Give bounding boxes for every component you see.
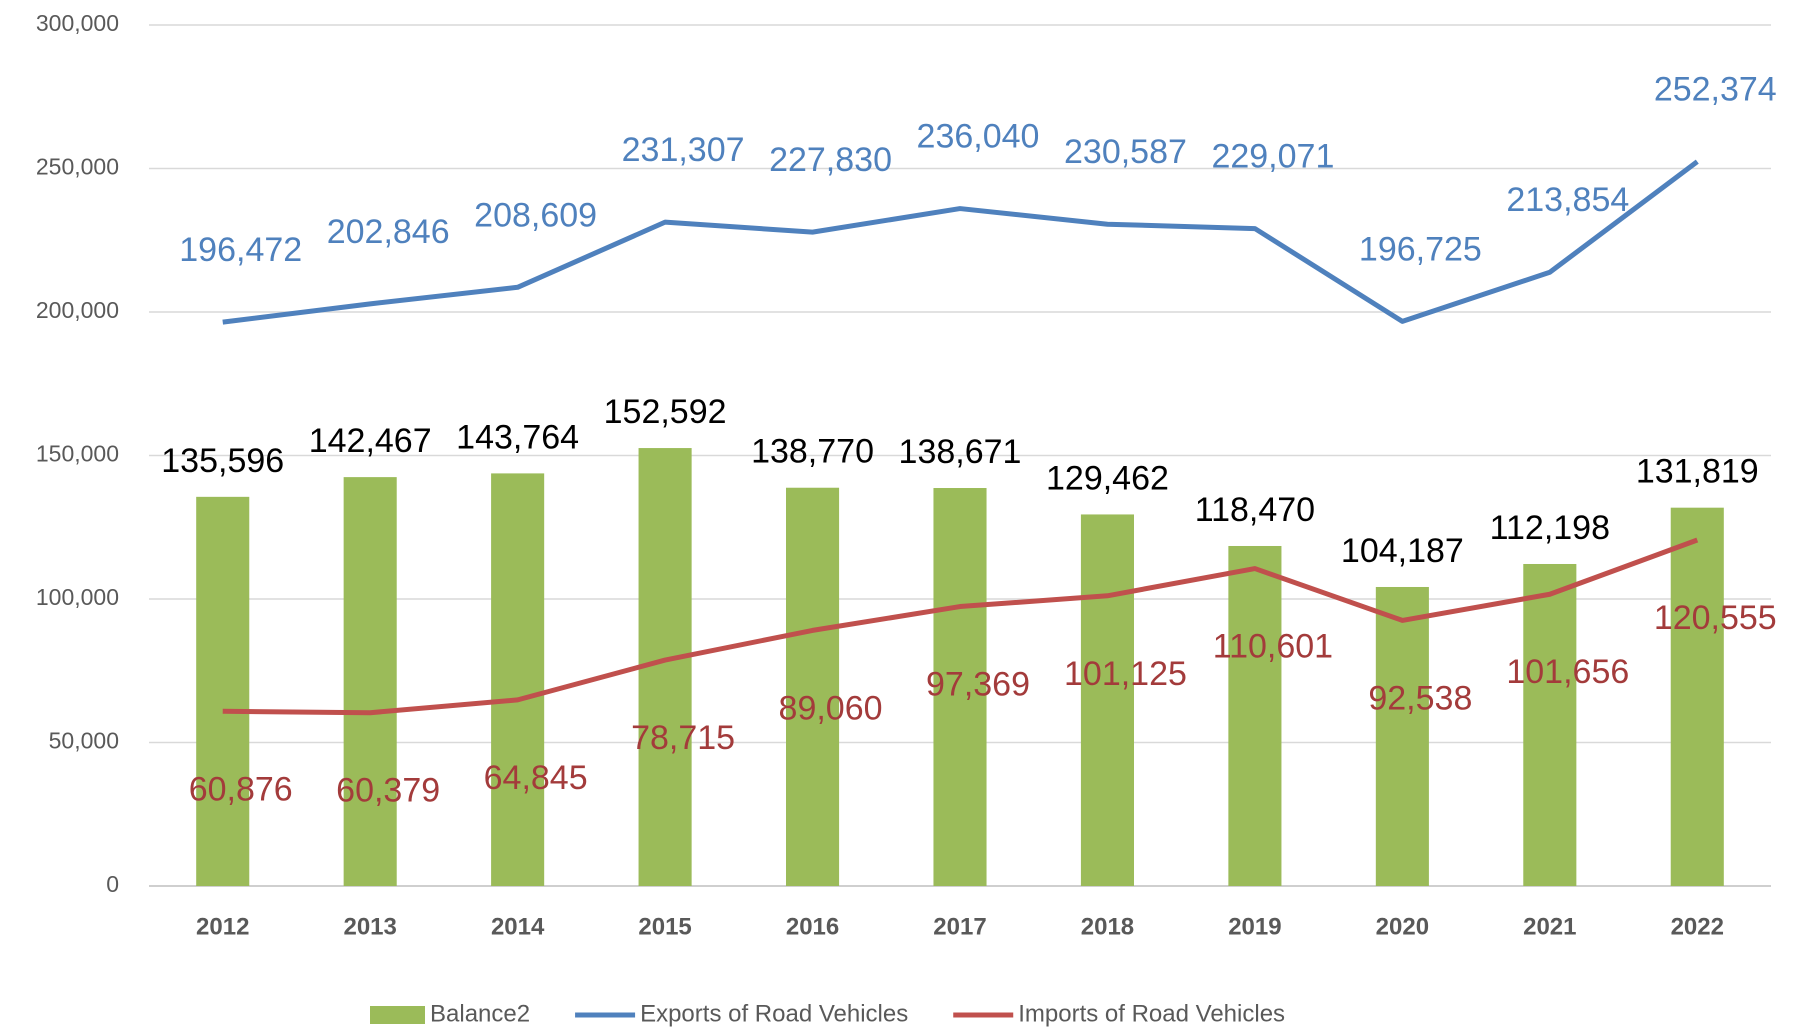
x-tick-label: 2017 [933, 913, 986, 940]
data-label: 135,596 [161, 442, 284, 480]
data-label: 60,379 [336, 772, 440, 810]
data-label: 196,725 [1359, 230, 1482, 268]
data-label: 213,854 [1506, 181, 1629, 219]
data-label: 101,125 [1064, 655, 1187, 693]
legend-label: Exports of Road Vehicles [640, 1000, 908, 1027]
data-label: 227,830 [769, 141, 892, 179]
data-label: 208,609 [474, 196, 597, 234]
bar [786, 487, 840, 886]
y-tick-label: 200,000 [36, 297, 119, 323]
y-tick-label: 100,000 [36, 584, 119, 610]
data-label: 78,715 [631, 719, 735, 757]
x-tick-label: 2022 [1671, 913, 1724, 940]
data-label: 202,846 [327, 213, 450, 251]
x-tick-label: 2015 [638, 913, 691, 940]
data-label: 112,198 [1490, 509, 1610, 547]
line [222, 159, 1699, 325]
data-label: 138,671 [899, 433, 1022, 471]
bar [933, 488, 987, 886]
data-label: 230,587 [1064, 133, 1187, 171]
x-tick-label: 2020 [1376, 913, 1429, 940]
x-tick-label: 2016 [786, 913, 839, 940]
bar [1670, 507, 1724, 886]
x-tick-label: 2013 [343, 913, 396, 940]
data-label: 92,538 [1368, 679, 1472, 717]
data-label: 101,656 [1506, 653, 1629, 691]
data-label: 229,071 [1211, 138, 1334, 176]
bar [1523, 563, 1577, 886]
legend-swatch [370, 1006, 425, 1024]
data-label: 142,467 [309, 422, 432, 460]
data-label: 129,462 [1046, 459, 1169, 497]
bar [491, 473, 545, 886]
x-tick-label: 2018 [1081, 913, 1134, 940]
x-tick-label: 2012 [196, 913, 249, 940]
data-label: 143,764 [456, 418, 579, 456]
data-label: 231,307 [622, 131, 745, 169]
y-tick-label: 300,000 [36, 10, 119, 36]
x-tick-label: 2014 [491, 913, 545, 940]
bar [1228, 545, 1282, 886]
data-label: 97,369 [926, 666, 1030, 704]
data-label: 64,845 [484, 759, 588, 797]
data-label: 236,040 [917, 118, 1040, 156]
data-label: 89,060 [779, 689, 883, 727]
data-label: 60,876 [189, 770, 293, 808]
bar [1080, 514, 1134, 886]
y-tick-label: 250,000 [36, 154, 119, 180]
data-label: 131,819 [1636, 453, 1759, 491]
legend-label: Balance2 [430, 1000, 530, 1027]
bar [343, 477, 397, 886]
y-tick-label: 150,000 [36, 441, 119, 467]
data-label: 120,555 [1654, 599, 1777, 637]
data-label: 138,770 [751, 433, 874, 471]
data-label: 152,592 [604, 393, 727, 431]
bar [196, 496, 250, 886]
y-tick-label: 0 [106, 871, 119, 897]
data-label: 196,472 [179, 231, 302, 269]
bar [1375, 586, 1429, 886]
data-label: 118,470 [1195, 491, 1315, 529]
line [222, 537, 1699, 716]
y-tick-label: 50,000 [49, 728, 119, 754]
data-label: 252,374 [1654, 71, 1777, 109]
x-tick-label: 2021 [1523, 913, 1576, 940]
data-label: 110,601 [1213, 628, 1333, 666]
legend-label: Imports of Road Vehicles [1018, 1000, 1285, 1027]
x-tick-label: 2019 [1228, 913, 1281, 940]
data-label: 104,187 [1341, 532, 1464, 570]
